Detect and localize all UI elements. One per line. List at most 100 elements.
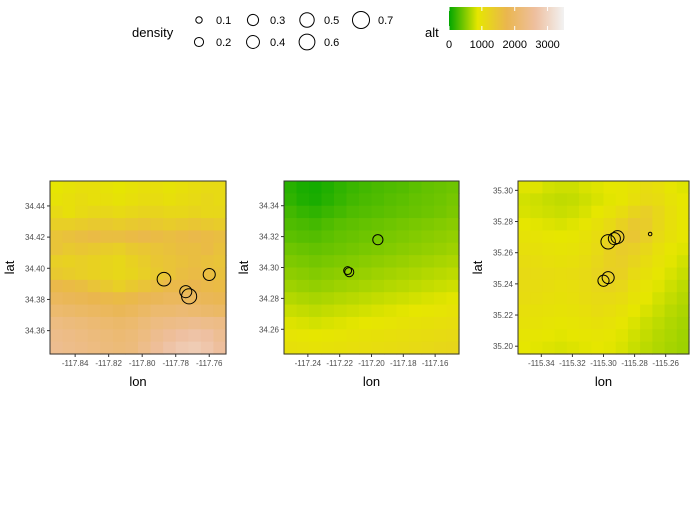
raster-cell [664, 267, 678, 281]
raster-cell [87, 316, 101, 330]
raster-cell [371, 255, 385, 269]
raster-cell [615, 329, 629, 343]
raster-cell [421, 329, 435, 343]
raster-cell [112, 230, 127, 244]
raster-cell [579, 329, 592, 343]
raster-cell [163, 205, 177, 219]
raster-cell [138, 279, 152, 293]
density-point [181, 288, 198, 305]
panel-border [49, 180, 227, 355]
raster-cell [150, 267, 164, 281]
density-legend-title: density [132, 25, 174, 40]
raster-cell [334, 304, 348, 318]
raster-cell [75, 316, 89, 330]
raster-cell [334, 230, 348, 244]
raster-cell [309, 329, 323, 343]
raster-cell [676, 255, 690, 269]
raster-cell [421, 218, 435, 232]
raster-cell [554, 255, 568, 269]
raster-cell [591, 255, 605, 269]
raster-cell [446, 341, 460, 355]
raster-cell [334, 292, 348, 306]
raster-cell [50, 255, 64, 269]
raster-cell [284, 193, 298, 207]
raster-cell [175, 316, 189, 330]
raster-cell [384, 279, 398, 293]
raster-cell [566, 316, 580, 330]
raster-cell [138, 329, 152, 343]
raster-cell [421, 341, 435, 355]
x-axis-label: lon [595, 374, 612, 389]
raster-cell [150, 255, 164, 269]
raster-cell [640, 230, 653, 244]
x-tick-label: -117.78 [162, 359, 189, 368]
raster-cell [100, 193, 114, 207]
raster-cell [554, 218, 568, 232]
raster-cell [309, 205, 323, 219]
raster-cell [566, 205, 580, 219]
x-tick-label: -115.26 [652, 359, 679, 368]
raster-cell [163, 329, 177, 343]
density-key-circle [351, 10, 371, 30]
raster-cell [188, 341, 202, 355]
raster-cell [346, 181, 360, 194]
raster-cell [321, 205, 335, 219]
y-tick-label: 35.28 [493, 218, 514, 227]
raster-cell [371, 218, 385, 232]
raster-cell [603, 304, 617, 318]
raster-cell [200, 316, 215, 330]
raster-cell [112, 181, 127, 194]
raster-cell [640, 255, 653, 269]
raster-cell [213, 316, 227, 330]
raster-cell [100, 230, 114, 244]
raster-cell [640, 193, 653, 207]
raster-cell [566, 242, 580, 256]
raster-cell [50, 218, 64, 232]
raster-cell [591, 316, 605, 330]
raster-cell [603, 255, 617, 269]
raster-cell [384, 341, 398, 355]
density-point [600, 234, 616, 250]
raster-cell [396, 341, 410, 355]
raster-cell [421, 279, 435, 293]
raster-cell [334, 242, 348, 256]
raster-cell [296, 218, 310, 232]
raster-cell [446, 304, 460, 318]
raster-cell [309, 193, 323, 207]
raster-cell [200, 181, 215, 194]
y-tick-label: 34.36 [25, 327, 46, 336]
raster-cell [100, 242, 114, 256]
raster-cell [188, 255, 202, 269]
raster-cell [321, 329, 335, 343]
raster-cell [603, 292, 617, 306]
x-tick-label: -117.16 [422, 359, 449, 368]
raster-cell [309, 316, 323, 330]
raster-cell [50, 193, 64, 207]
raster-cell [138, 341, 152, 355]
raster-cell [50, 267, 64, 281]
raster-cell [554, 181, 568, 194]
raster-cell [150, 292, 164, 306]
raster-cell [542, 329, 556, 343]
raster-cell [652, 205, 666, 219]
raster-cell [530, 181, 544, 194]
raster-cell [434, 218, 448, 232]
raster-cell [518, 279, 531, 293]
raster-cell [284, 304, 298, 318]
raster-cell [175, 341, 189, 355]
raster-cell [676, 230, 690, 244]
raster-cell [396, 304, 410, 318]
raster-cell [138, 304, 152, 318]
raster-cell [150, 181, 164, 194]
raster-cell [615, 304, 629, 318]
raster-cell [664, 316, 678, 330]
raster-cell [627, 255, 641, 269]
raster-cell [112, 341, 127, 355]
raster-cell [125, 193, 139, 207]
raster-cell [640, 329, 653, 343]
x-tick-label: -117.82 [95, 359, 122, 368]
raster-cell [384, 218, 398, 232]
raster-cell [434, 304, 448, 318]
raster-cell [163, 292, 177, 306]
